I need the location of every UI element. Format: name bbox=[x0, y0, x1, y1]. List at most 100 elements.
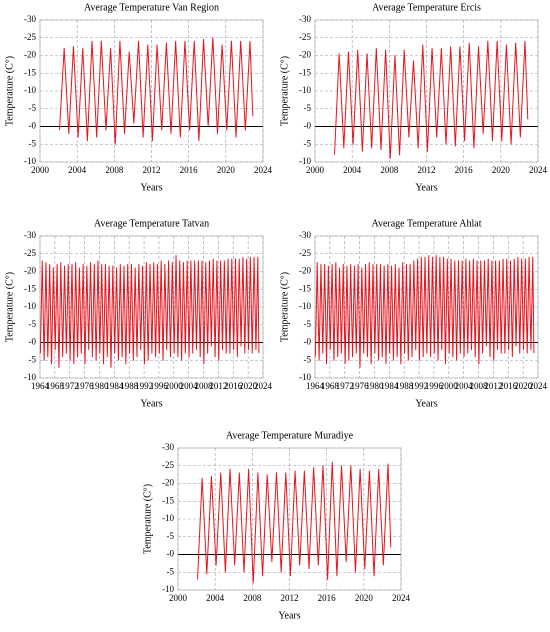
chart-panel: Average Temperature Van Region -30 -25 -20 -… bbox=[4, 2, 272, 193]
x-tick-label: 2016 bbox=[318, 593, 337, 603]
x-tick-label: 2008 bbox=[470, 381, 489, 391]
y-tick-label: -20 bbox=[299, 266, 311, 276]
y-tick-label: -10 bbox=[299, 301, 311, 311]
x-tick-label: 2004 bbox=[343, 165, 362, 175]
y-tick-label: -20 bbox=[24, 266, 36, 276]
y-tick-label: -5 bbox=[29, 354, 37, 364]
x-tick-label: 2008 bbox=[195, 381, 214, 391]
x-tick-label: 2016 bbox=[180, 165, 199, 175]
x-tick-label: 1992 bbox=[410, 381, 428, 391]
y-axis-label: Temperature (C°) bbox=[4, 272, 15, 342]
x-tick-label: 2020 bbox=[492, 165, 511, 175]
x-tick-label: 2016 bbox=[499, 381, 518, 391]
x-tick-label: 2000 bbox=[31, 165, 50, 175]
x-axis-label: Years bbox=[140, 398, 162, 409]
x-tick-label: 2004 bbox=[455, 381, 474, 391]
y-tick-label: -5 bbox=[29, 319, 37, 329]
chart-panel: Average Temperature Ercis -30 -25 -20 -15 -10… bbox=[279, 2, 547, 193]
x-tick-label: 1980 bbox=[90, 381, 109, 391]
y-tick-label: -10 bbox=[299, 372, 311, 382]
x-tick-label: 2012 bbox=[209, 381, 227, 391]
y-tick-label: -30 bbox=[299, 230, 311, 240]
x-tick-label: 2008 bbox=[380, 165, 399, 175]
x-tick-label: 2004 bbox=[206, 593, 225, 603]
y-tick-label: -0 bbox=[304, 337, 312, 347]
x-tick-label: 2016 bbox=[455, 165, 474, 175]
y-tick-label: -5 bbox=[167, 566, 175, 576]
y-tick-label: -15 bbox=[24, 67, 36, 77]
temperature-line bbox=[39, 255, 260, 368]
x-tick-label: 2012 bbox=[281, 593, 299, 603]
x-tick-label: 2004 bbox=[180, 381, 199, 391]
x-tick-label: 1968 bbox=[46, 381, 65, 391]
x-tick-label: 2012 bbox=[418, 165, 436, 175]
y-tick-label: -25 bbox=[299, 248, 311, 258]
y-tick-label: -25 bbox=[24, 32, 36, 42]
x-tick-label: 2020 bbox=[217, 165, 236, 175]
x-axis-label: Years bbox=[415, 398, 437, 409]
y-tick-label: -10 bbox=[24, 85, 36, 95]
y-axis-label: Temperature (C°) bbox=[279, 272, 290, 342]
x-tick-label: 2024 bbox=[529, 381, 548, 391]
y-tick-label: -15 bbox=[299, 67, 311, 77]
x-tick-label: 2020 bbox=[239, 381, 258, 391]
y-tick-label: -0 bbox=[29, 121, 37, 131]
x-tick-label: 2012 bbox=[143, 165, 161, 175]
chart-panel: Average Temperature Ahlat -30 -25 -20 -15 -10… bbox=[279, 218, 547, 409]
x-tick-label: 1968 bbox=[321, 381, 340, 391]
y-tick-label: -5 bbox=[304, 354, 312, 364]
y-tick-label: -15 bbox=[299, 283, 311, 293]
y-tick-label: -25 bbox=[162, 460, 174, 470]
y-tick-label: -20 bbox=[24, 50, 36, 60]
y-tick-label: -0 bbox=[304, 121, 312, 131]
x-tick-label: 1988 bbox=[120, 381, 139, 391]
y-tick-label: -20 bbox=[162, 478, 174, 488]
x-tick-label: 1976 bbox=[351, 381, 370, 391]
x-tick-label: 1984 bbox=[105, 381, 124, 391]
y-axis-label: Temperature (C°) bbox=[279, 56, 290, 126]
x-tick-label: 2000 bbox=[165, 381, 184, 391]
x-tick-label: 2020 bbox=[514, 381, 533, 391]
y-tick-label: -25 bbox=[299, 32, 311, 42]
chart-title: Average Temperature Muradiye bbox=[226, 430, 354, 441]
y-tick-label: -30 bbox=[162, 442, 174, 452]
y-tick-label: -5 bbox=[167, 531, 175, 541]
temperature-line bbox=[59, 37, 254, 145]
x-tick-label: 1972 bbox=[336, 381, 354, 391]
x-tick-label: 1992 bbox=[135, 381, 153, 391]
y-tick-label: -0 bbox=[29, 337, 37, 347]
x-tick-label: 2000 bbox=[440, 381, 459, 391]
x-tick-label: 1996 bbox=[150, 381, 169, 391]
y-tick-label: -15 bbox=[24, 283, 36, 293]
y-tick-label: -30 bbox=[24, 14, 36, 24]
x-axis-label: Years bbox=[415, 182, 437, 193]
chart-title: Average Temperature Ercis bbox=[372, 2, 481, 13]
y-axis-label: Temperature (C°) bbox=[4, 56, 15, 126]
x-tick-label: 1972 bbox=[61, 381, 79, 391]
y-tick-label: -5 bbox=[29, 138, 37, 148]
chart-panel: Average Temperature Muradiye -30 -25 -20 -15… bbox=[142, 430, 410, 621]
y-tick-label: -30 bbox=[299, 14, 311, 24]
x-tick-label: 2004 bbox=[68, 165, 87, 175]
y-tick-label: -10 bbox=[24, 301, 36, 311]
chart-title: Average Temperature Ahlat bbox=[372, 218, 482, 229]
x-tick-label: 1964 bbox=[31, 381, 50, 391]
x-tick-label: 1996 bbox=[425, 381, 444, 391]
temperature-line bbox=[314, 255, 535, 368]
x-tick-label: 2024 bbox=[392, 593, 411, 603]
y-tick-label: -10 bbox=[162, 513, 174, 523]
chart-title: Average Temperature Van Region bbox=[84, 2, 219, 13]
x-tick-label: 1984 bbox=[380, 381, 399, 391]
x-tick-label: 2020 bbox=[355, 593, 374, 603]
y-tick-label: -25 bbox=[24, 248, 36, 258]
chart-panel: Average Temperature Tatvan -30 -25 -20 -15 -1… bbox=[4, 218, 272, 409]
x-tick-label: 2000 bbox=[306, 165, 325, 175]
x-tick-label: 2008 bbox=[243, 593, 261, 603]
x-tick-label: 1964 bbox=[306, 381, 325, 391]
x-tick-label: 1988 bbox=[395, 381, 414, 391]
y-tick-label: -10 bbox=[162, 584, 174, 594]
x-axis-label: Years bbox=[278, 610, 300, 621]
x-tick-label: 2024 bbox=[254, 381, 273, 391]
y-tick-label: -0 bbox=[167, 549, 175, 559]
